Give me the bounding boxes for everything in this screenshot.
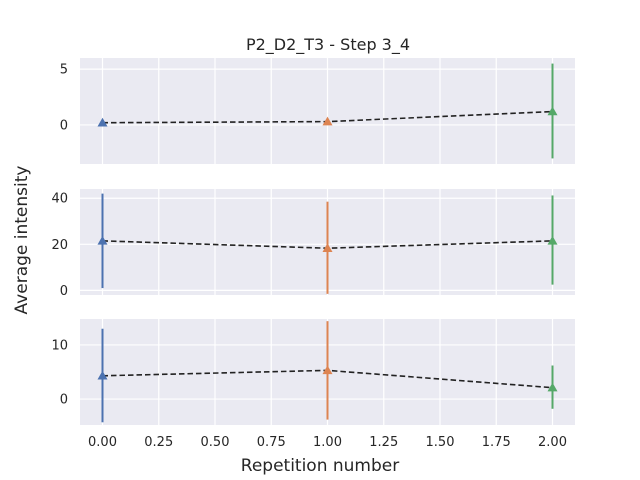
data-point-marker [547,382,558,392]
y-tick-label: 20 [51,238,68,253]
data-point-marker [322,243,333,252]
x-tick-label: 0.50 [201,435,230,450]
x-tick-label: 1.75 [482,435,511,450]
data-point-marker [97,117,108,127]
y-tick-label: 0 [60,284,68,299]
y-tick-label: 10 [51,338,68,353]
chart-title: P2_D2_T3 - Step 3_4 [246,35,410,55]
x-tick-label: 1.00 [313,435,342,450]
x-tick-label: 0.75 [257,435,286,450]
panel-2: 0 20 40 [51,189,575,299]
y-tick-label: 0 [60,393,68,408]
y-tick-label: 0 [60,118,68,133]
x-tick-label: 1.25 [369,435,398,450]
x-tick-label: 2.00 [538,435,567,450]
data-point-marker [97,370,108,380]
data-point-marker [547,235,558,245]
x-tick-labels: 0.00 0.25 0.50 0.75 1.00 1.25 1.50 1.75 2.00 [88,435,567,450]
data-point-marker [547,106,558,116]
y-tick-label: 40 [51,192,68,207]
x-tick-label: 1.50 [426,435,455,450]
panel-3: 0 10 [51,319,575,425]
x-tick-label: 0.00 [88,435,117,450]
y-axis-label: Average intensity [12,166,32,315]
data-point-marker [322,116,333,126]
data-point-marker [322,365,333,375]
x-axis-label: Repetition number [241,456,399,476]
x-tick-label: 0.25 [144,435,173,450]
y-tick-label: 5 [60,63,68,78]
panel-1: 05 [60,58,575,164]
data-point-marker [97,235,108,245]
